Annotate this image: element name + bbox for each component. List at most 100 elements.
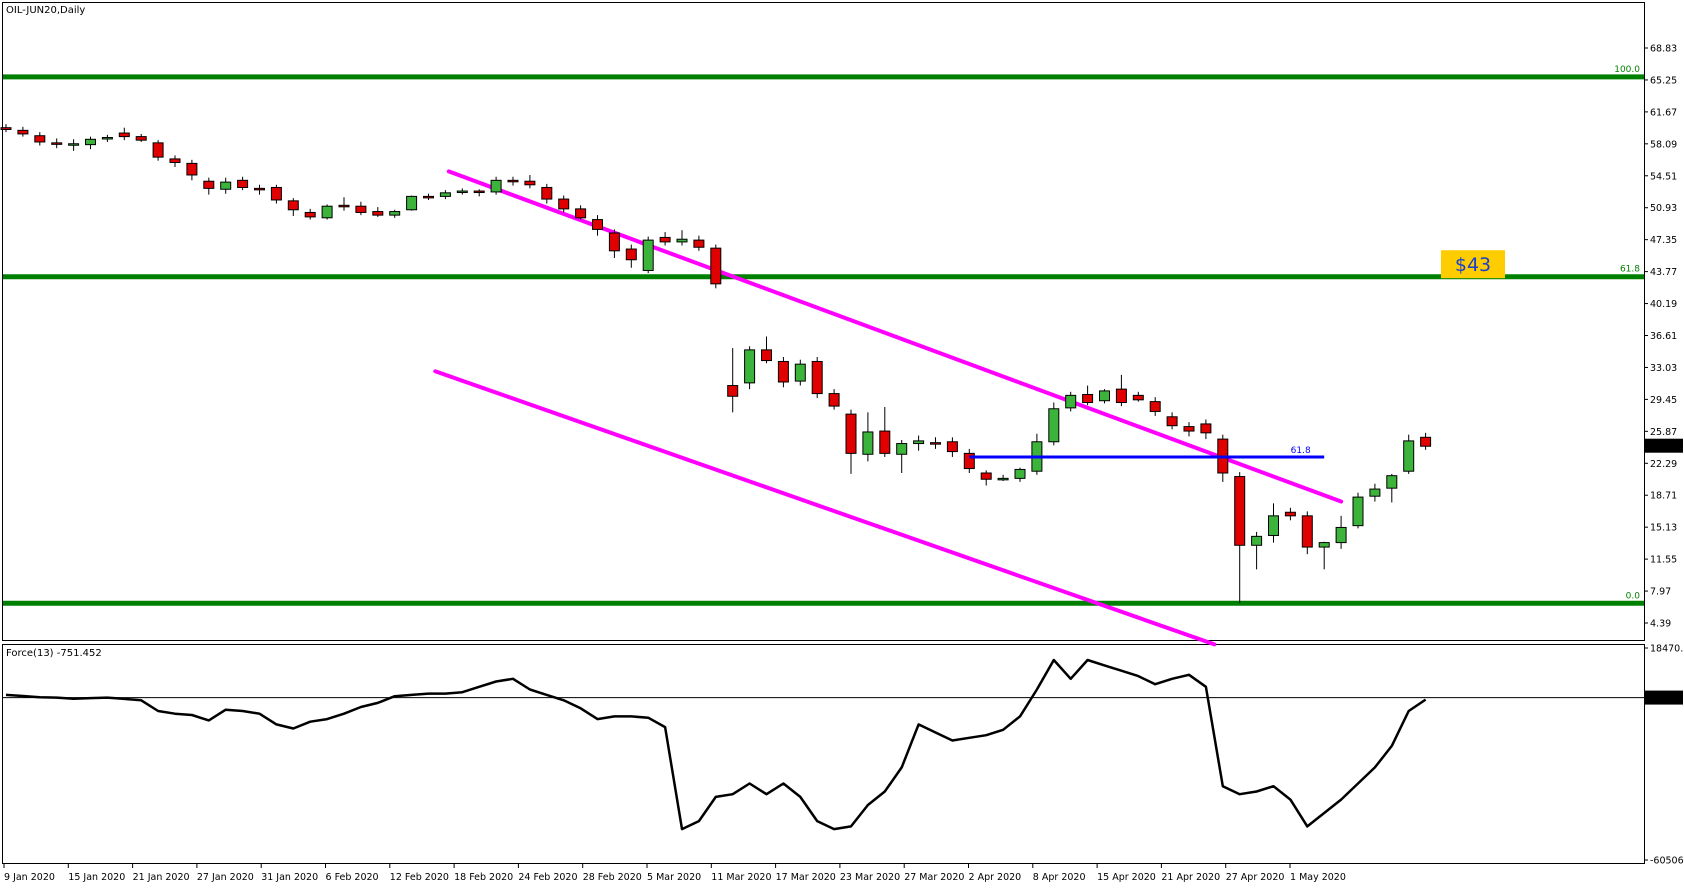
candle-body-bull: [220, 181, 232, 190]
blue-level-label: 61.8: [1291, 446, 1311, 456]
date-tick-label: 27 Mar 2020: [904, 872, 964, 883]
candle: [1386, 473, 1398, 503]
candle-body-bear: [558, 198, 570, 210]
candle: [676, 230, 688, 246]
channel-lower-line: [433, 369, 1217, 647]
candle-body-bear: [1183, 426, 1195, 432]
candle: [152, 140, 164, 161]
candle: [270, 184, 282, 204]
indicator-panel-frame: [2, 644, 1645, 864]
candle-body-bear: [828, 393, 840, 407]
candle-body-bull: [321, 205, 333, 219]
candle-body-bull: [101, 136, 113, 140]
candle-body-bull: [1403, 440, 1415, 472]
candle: [473, 189, 485, 197]
candle-body-bear: [1200, 423, 1212, 434]
date-tick-label: 5 Mar 2020: [647, 872, 701, 883]
candle: [828, 389, 840, 410]
candle: [135, 133, 147, 142]
candle: [406, 195, 418, 211]
candle: [507, 176, 519, 186]
price-tick-label: 43.77: [1650, 267, 1677, 278]
date-tick-label: 1 May 2020: [1290, 872, 1346, 883]
price-tick-label: 25.87: [1650, 427, 1677, 438]
candle: [1031, 433, 1043, 475]
candle-body-bull: [862, 431, 874, 455]
candle: [608, 229, 620, 258]
candle: [1251, 531, 1263, 570]
price-tick-label: 47.35: [1650, 235, 1677, 246]
candle-body-bear: [1115, 388, 1127, 404]
candle: [237, 176, 249, 191]
candle-body-bull: [896, 443, 908, 455]
candle: [338, 197, 350, 211]
price-tick-label: 68.83: [1650, 44, 1677, 55]
candle: [575, 205, 587, 220]
candle-body-bear: [761, 349, 772, 362]
candle-body-bear: [423, 195, 434, 199]
candle: [862, 412, 874, 462]
indicator-label: Force(13) -751.452: [6, 648, 102, 659]
price-axis: 68.83 65.25 61.67 58.09 54.51 50.93 47.35 43.77…: [1644, 44, 1677, 630]
channel-lines: [433, 169, 1344, 647]
candle: [423, 193, 434, 200]
candle: [1403, 434, 1415, 474]
candle-body-bear: [254, 187, 265, 191]
candle: [51, 138, 63, 149]
candle: [389, 209, 401, 218]
candle-body-bear: [1132, 394, 1144, 401]
candle: [1268, 503, 1279, 543]
candle: [1099, 389, 1110, 404]
candle: [980, 470, 992, 486]
price-tick-label: 29.45: [1650, 395, 1677, 406]
candle-body-bear: [152, 142, 164, 158]
candle: [186, 159, 198, 181]
channel-upper-line: [446, 169, 1344, 504]
candle-body-bear: [34, 135, 46, 143]
indicator-zero-tag: [1645, 690, 1683, 705]
candle-body-bear: [575, 208, 587, 219]
candle: [34, 132, 46, 146]
candle-body-bear: [727, 385, 739, 397]
candle: [1082, 385, 1094, 406]
date-tick-label: 28 Feb 2020: [583, 872, 642, 883]
candle: [592, 215, 603, 236]
candle: [913, 435, 925, 451]
fibonacci-levels: 100.0 61.8 0.0: [3, 65, 1644, 606]
fib-level-label: 0.0: [1626, 591, 1641, 601]
candle: [1115, 374, 1127, 407]
indicator-tick-label: 18470.51: [1650, 644, 1684, 655]
candle-body-bull: [1386, 475, 1398, 489]
candlestick-series: [0, 124, 1432, 604]
candle: [642, 236, 654, 274]
candle-body-bear: [17, 129, 29, 135]
candle: [17, 126, 29, 137]
candle: [1352, 492, 1364, 529]
candle: [693, 235, 705, 251]
candle: [1301, 511, 1313, 555]
candle-body-bear: [0, 127, 12, 130]
candle-body-bull: [1251, 535, 1263, 546]
price-panel-frame: [2, 2, 1645, 641]
annotation-box: [1441, 250, 1505, 279]
candle-body-bear: [946, 441, 958, 453]
candle-body-bear: [963, 452, 975, 470]
candle: [118, 127, 130, 141]
candle: [1234, 472, 1246, 604]
candle: [1166, 412, 1178, 430]
price-tick-label: 58.09: [1650, 139, 1677, 150]
candle-body-bear: [811, 360, 823, 395]
fib-level-label: 100.0: [1614, 65, 1640, 75]
candle: [1284, 507, 1296, 521]
candle-body-bull: [389, 211, 401, 216]
candle-body-bear: [1166, 416, 1178, 427]
candle-body-bear: [879, 430, 891, 454]
candle-body-bear: [304, 211, 316, 218]
price-tick-label: 18.71: [1650, 491, 1677, 502]
candle-body-bear: [777, 360, 789, 383]
candle: [1318, 541, 1330, 570]
candle: [1149, 397, 1161, 416]
candle-body-bull: [1352, 496, 1364, 527]
candle-body-bear: [507, 179, 519, 183]
candle-body-bear: [541, 186, 553, 200]
